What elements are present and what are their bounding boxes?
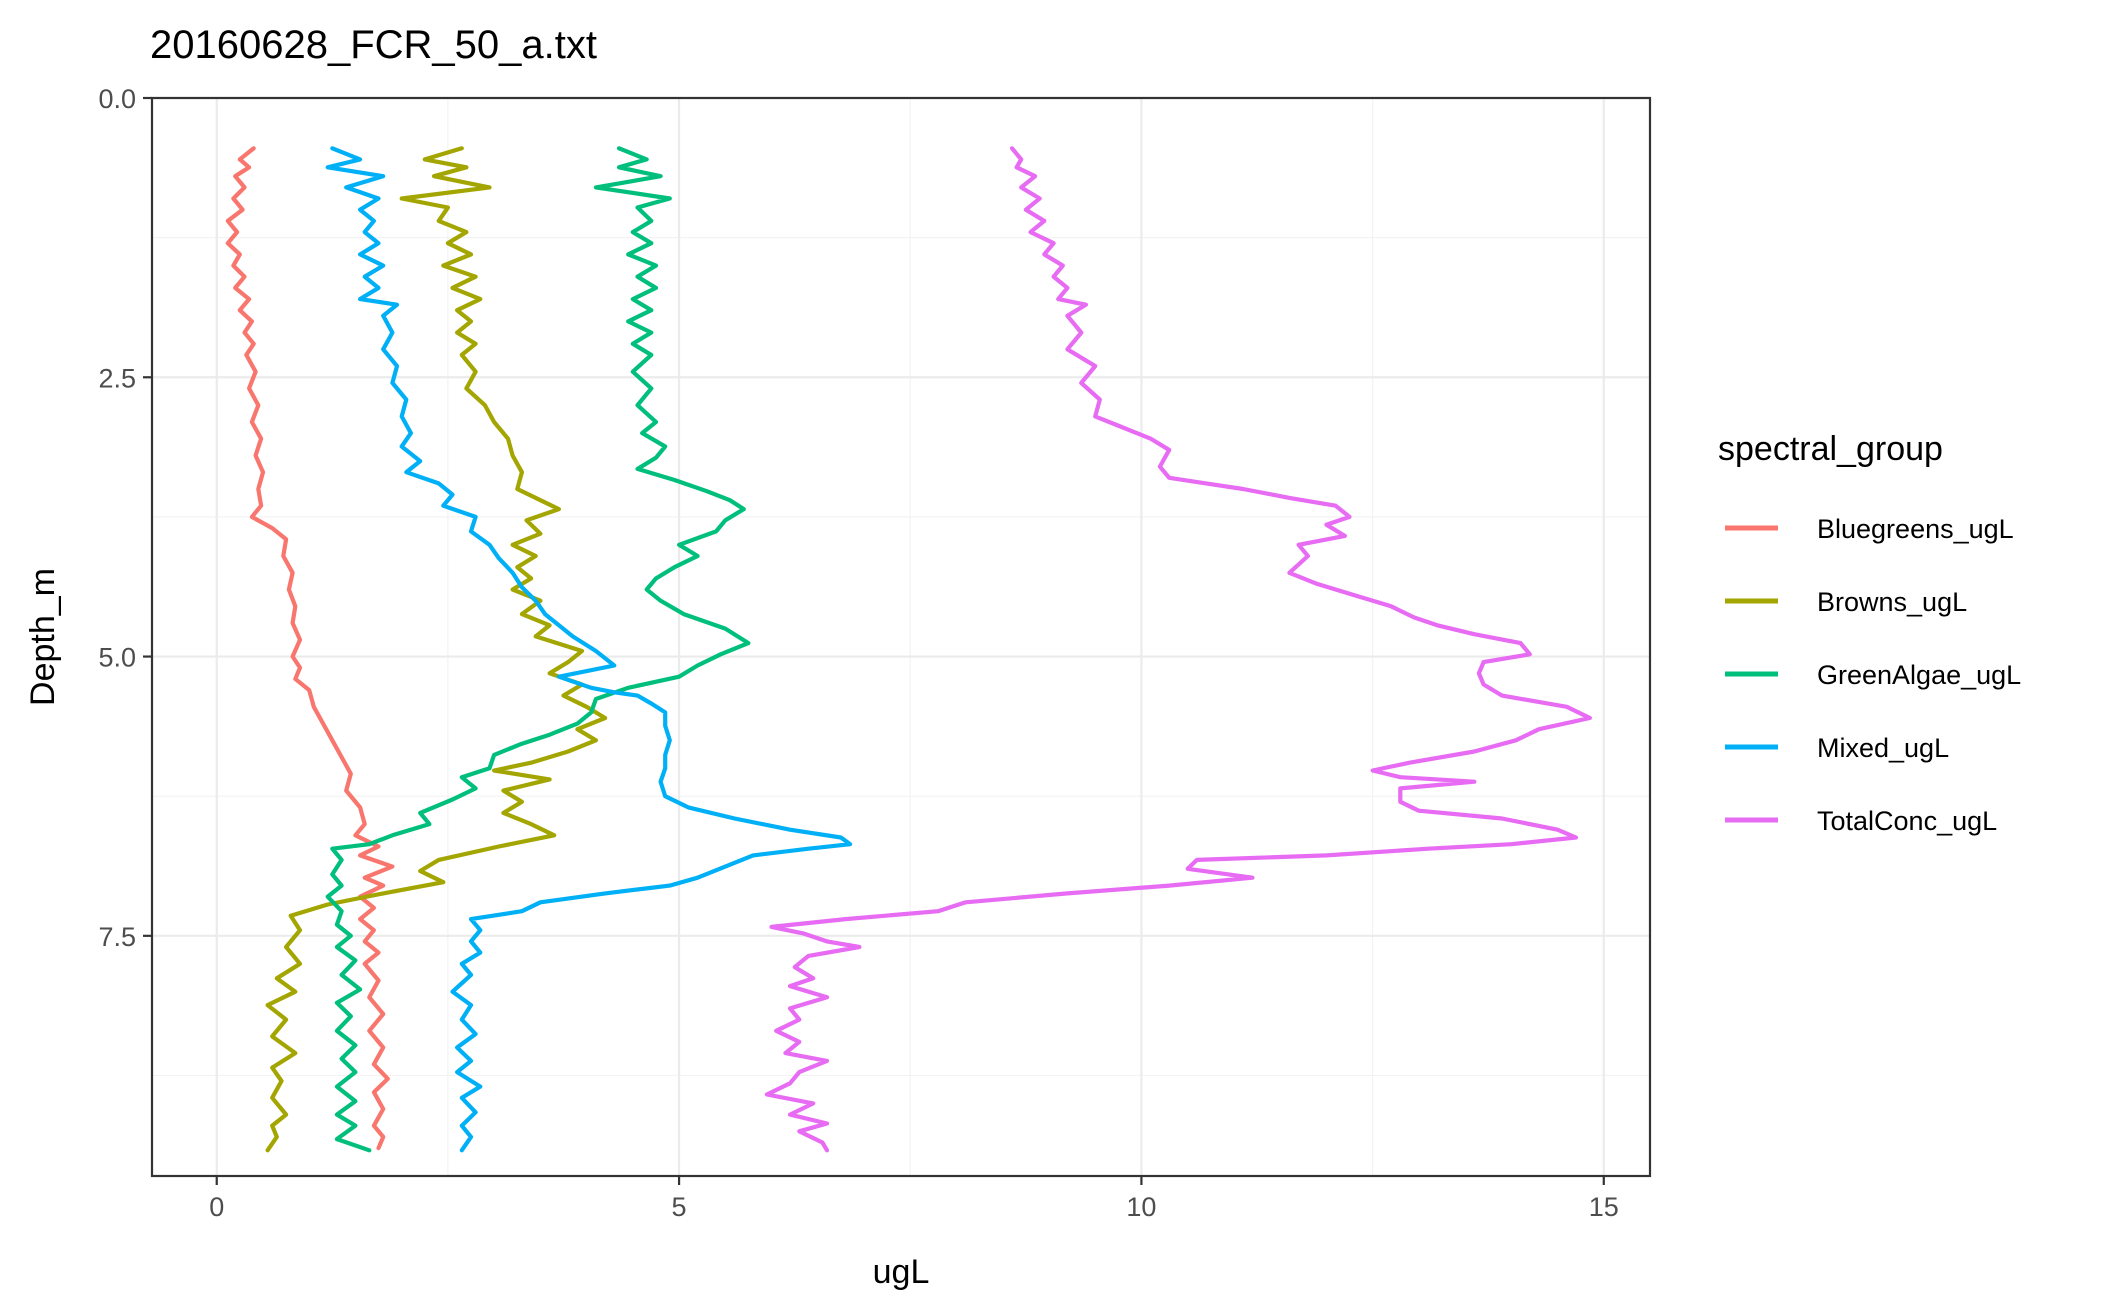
y-tick-label: 2.5 (98, 363, 136, 393)
series-line-mixed-ugl (325, 146, 853, 1153)
legend-label-totalconc-ugl: TotalConc_ugL (1817, 806, 1997, 836)
chart-title: 20160628_FCR_50_a.txt (150, 23, 597, 67)
x-axis: 0 5 10 15 (209, 1176, 1619, 1222)
x-tick-label: 5 (672, 1192, 687, 1222)
x-axis-title: ugL (873, 1253, 930, 1291)
series-lines (225, 146, 1592, 1153)
legend-label-greenalgae-ugl: GreenAlgae_ugL (1817, 660, 2021, 690)
legend-label-browns-ugl: Browns_ugL (1817, 587, 1967, 617)
series-line-bluegreens-ugl (225, 146, 395, 1151)
plot-panel-border (150, 96, 1652, 1178)
x-tick-label: 0 (209, 1192, 224, 1222)
plot-panel (152, 98, 1650, 1176)
y-axis-title: Depth_m (24, 568, 62, 706)
y-tick-label: 0.0 (98, 84, 136, 114)
y-axis: 0.0 2.5 5.0 7.5 (98, 84, 152, 952)
legend-label-bluegreens-ugl: Bluegreens_ugL (1817, 514, 2014, 544)
x-tick-label: 10 (1126, 1192, 1156, 1222)
series-line-greenalgae-ugl (325, 146, 751, 1153)
y-tick-label: 5.0 (98, 643, 136, 673)
legend-title: spectral_group (1718, 430, 1943, 468)
legend-label-mixed-ugl: Mixed_ugL (1817, 733, 1949, 763)
x-tick-label: 15 (1589, 1192, 1619, 1222)
grid-lines (152, 96, 1650, 1176)
series-line-totalconc-ugl (764, 146, 1592, 1153)
series-line-browns-ugl (265, 146, 608, 1153)
y-tick-label: 7.5 (98, 922, 136, 952)
legend: spectral_group Bluegreens_ugL Browns_ugL G… (1718, 430, 2021, 836)
